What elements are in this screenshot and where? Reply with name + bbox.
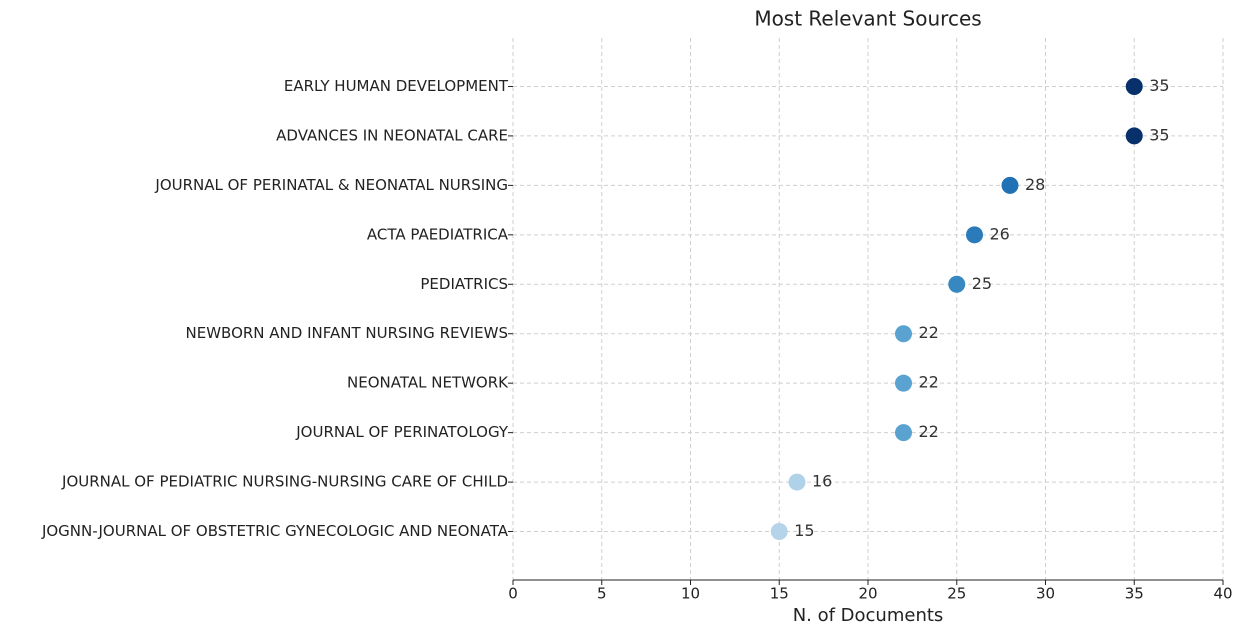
dot — [948, 275, 966, 293]
y-tick-label: JOGNN-JOURNAL OF OBSTETRIC GYNECOLOGIC A… — [41, 522, 509, 540]
value-label: 25 — [972, 274, 992, 293]
x-tick-label: 15 — [770, 585, 789, 603]
value-label: 15 — [794, 521, 814, 540]
dot — [1001, 176, 1019, 194]
dot — [966, 226, 983, 244]
value-label: 22 — [919, 373, 939, 392]
value-label: 22 — [919, 323, 939, 342]
x-tick-label: 5 — [597, 585, 607, 603]
value-label: 16 — [812, 472, 832, 491]
value-label: 26 — [990, 224, 1010, 243]
dot — [788, 473, 806, 491]
dot — [770, 523, 788, 541]
value-label: 22 — [919, 422, 939, 441]
x-tick-label: 30 — [1036, 585, 1055, 603]
x-tick-label: 20 — [858, 585, 877, 603]
y-tick-label: JOURNAL OF PERINATAL & NEONATAL NURSING — [154, 176, 508, 194]
dot — [895, 325, 912, 343]
y-tick-label: PEDIATRICS — [420, 275, 508, 293]
x-tick-label: 35 — [1125, 585, 1144, 603]
y-tick-label: ADVANCES IN NEONATAL CARE — [276, 126, 508, 144]
value-label: 35 — [1149, 125, 1169, 144]
y-tick-label: EARLY HUMAN DEVELOPMENT — [284, 77, 509, 95]
x-axis-label: N. of Documents — [793, 605, 944, 626]
x-tick-label: 40 — [1213, 585, 1232, 603]
value-label: 28 — [1025, 175, 1045, 194]
x-tick-label: 0 — [508, 585, 518, 603]
y-tick-label: JOURNAL OF PEDIATRIC NURSING-NURSING CAR… — [61, 473, 508, 491]
dot — [1125, 127, 1143, 145]
chart-title: Most Relevant Sources — [754, 7, 981, 31]
y-tick-label: NEONATAL NETWORK — [347, 374, 509, 392]
x-tick-label: 25 — [947, 585, 966, 603]
dot — [1125, 77, 1143, 95]
y-tick-label: NEWBORN AND INFANT NURSING REVIEWS — [186, 324, 508, 342]
x-tick-label: 10 — [681, 585, 700, 603]
dot — [895, 374, 912, 392]
dot — [895, 424, 912, 442]
y-tick-label: ACTA PAEDIATRICA — [367, 225, 509, 243]
value-label: 35 — [1149, 76, 1169, 95]
y-tick-label: JOURNAL OF PERINATOLOGY — [295, 423, 509, 441]
